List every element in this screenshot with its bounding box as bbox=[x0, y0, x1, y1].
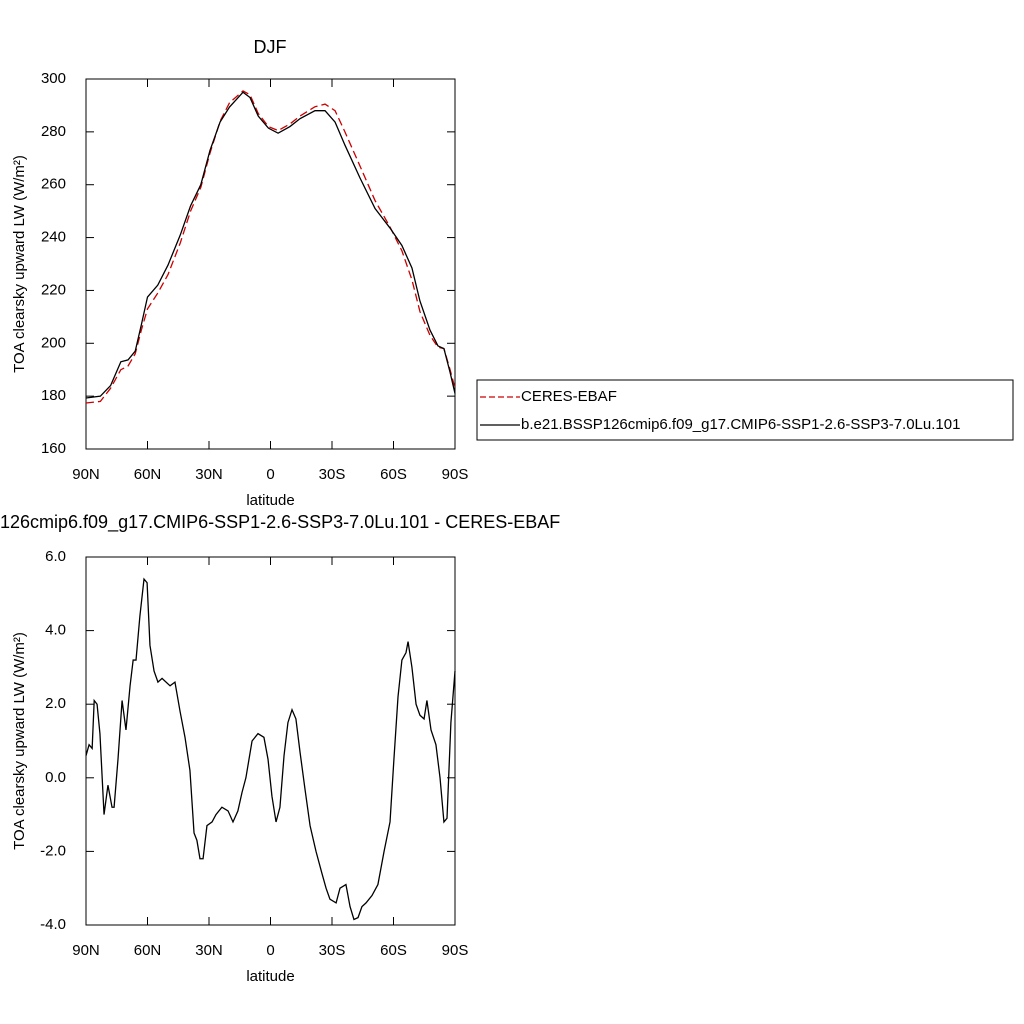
x-tick-label: 0 bbox=[266, 466, 274, 483]
x-tick-label: 30S bbox=[319, 466, 346, 483]
plot-frame bbox=[85, 556, 456, 926]
y-tick-label: 200 bbox=[41, 334, 66, 351]
y-tick-label: 300 bbox=[41, 70, 66, 87]
x-tick-label: 60S bbox=[380, 942, 407, 959]
legend-label: CERES-EBAF bbox=[521, 388, 617, 405]
x-tick-label: 90N bbox=[72, 466, 100, 483]
x-axis-label: latitude bbox=[246, 492, 294, 509]
y-tick-label: 0.0 bbox=[45, 769, 66, 786]
y-axis-label: TOA clearsky upward LW (W/m²) bbox=[11, 632, 28, 850]
legend-label: b.e21.BSSP126cmip6.f09_g17.CMIP6-SSP1-2.… bbox=[521, 416, 960, 433]
data-line bbox=[85, 577, 456, 921]
y-tick-label: 220 bbox=[41, 281, 66, 298]
y-tick-label: 160 bbox=[41, 440, 66, 457]
x-tick-label: 60N bbox=[134, 466, 162, 483]
y-tick-label: 180 bbox=[41, 387, 66, 404]
plot-frame bbox=[85, 78, 456, 450]
x-tick-label: 90S bbox=[442, 466, 469, 483]
legend-box bbox=[476, 379, 1014, 441]
y-tick-label: -4.0 bbox=[40, 916, 66, 933]
y-tick-label: 4.0 bbox=[45, 622, 66, 639]
chart-title: 126cmip6.f09_g17.CMIP6-SSP1-2.6-SSP3-7.0… bbox=[0, 512, 560, 533]
y-tick-label: 6.0 bbox=[45, 548, 66, 565]
y-tick-label: 280 bbox=[41, 123, 66, 140]
x-tick-label: 90N bbox=[72, 942, 100, 959]
x-axis-label: latitude bbox=[246, 968, 294, 985]
x-tick-label: 30N bbox=[195, 466, 223, 483]
data-line bbox=[85, 90, 456, 404]
x-tick-label: 90S bbox=[442, 942, 469, 959]
x-tick-label: 30N bbox=[195, 942, 223, 959]
y-tick-label: 260 bbox=[41, 176, 66, 193]
y-axis-label: TOA clearsky upward LW (W/m²) bbox=[11, 155, 28, 373]
y-tick-label: -2.0 bbox=[40, 842, 66, 859]
x-tick-label: 60S bbox=[380, 466, 407, 483]
y-tick-label: 2.0 bbox=[45, 695, 66, 712]
chart-title: DJF bbox=[254, 37, 287, 57]
y-tick-label: 240 bbox=[41, 229, 66, 246]
x-tick-label: 0 bbox=[266, 942, 274, 959]
data-line bbox=[85, 91, 456, 399]
x-tick-label: 30S bbox=[319, 942, 346, 959]
x-tick-label: 60N bbox=[134, 942, 162, 959]
